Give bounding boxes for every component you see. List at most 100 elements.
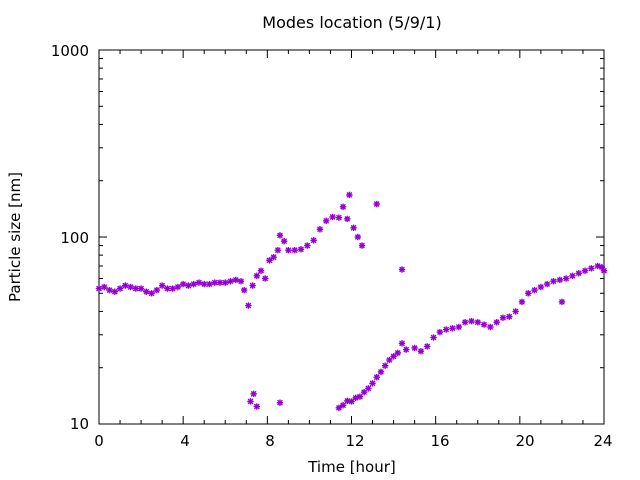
data-point [575,270,582,277]
data-point [335,214,343,221]
data-point [190,280,197,288]
data-point [480,321,488,328]
x-tick-label-4: 4 [180,432,190,450]
data-point [461,319,469,326]
data-point [329,213,336,221]
data-point [506,313,513,320]
data-point [266,257,273,264]
data-point [122,282,129,289]
data-point [430,334,437,341]
y-tick-label-100: 100 [60,229,89,247]
y-axis-label: Particle size [nm] [6,172,24,302]
chart-title: Modes location (5/9/1) [262,13,441,32]
data-point [556,276,564,284]
data-point [468,317,475,325]
data-point [304,242,311,249]
data-point [127,283,134,291]
data-point [373,373,380,381]
data-point [297,246,305,253]
data-point [562,275,570,282]
x-tick-label-12: 12 [345,432,364,450]
data-point [132,285,140,292]
plot-frame [98,49,605,425]
data-point [339,203,347,211]
data-point [211,279,218,286]
data-point [487,323,494,331]
data-point [253,403,261,410]
data-point [398,266,406,273]
data-point [525,290,532,297]
data-point [550,278,557,285]
data-point [339,402,347,409]
data-point [179,280,187,288]
data-point [512,308,519,315]
data-point [358,242,366,249]
data-point [537,283,545,291]
y-tick-label-10: 10 [70,415,89,433]
y-tick-label-1000: 1000 [51,42,89,60]
data-point [291,246,298,254]
data-point [185,282,192,289]
data-point [285,246,292,254]
data-point [310,237,317,244]
data-point [249,282,256,289]
x-tick-label-20: 20 [515,432,534,450]
data-point [143,288,150,295]
data-point [227,278,234,285]
data-point [169,285,176,292]
data-point [148,290,155,297]
data-point [270,253,277,261]
data-point [424,343,431,350]
data-point [543,280,551,288]
data-point [206,280,213,288]
data-point [344,215,351,223]
data-point [247,398,254,405]
data-point [101,283,108,291]
data-point [158,282,166,289]
data-point [377,368,385,376]
axis-ticks [98,49,605,425]
data-point [280,237,288,245]
data-point [398,340,406,347]
data-point [257,267,265,274]
data-point [153,286,161,294]
data-point [195,279,203,286]
data-point [449,325,456,332]
data-point [276,232,284,239]
data-point [106,286,113,294]
data-point [250,390,257,398]
data-point [411,344,418,352]
data-points [95,191,608,412]
data-point [245,302,252,309]
data-point [356,393,364,400]
data-point [323,217,330,225]
data-point [354,233,362,241]
data-point [442,326,450,333]
data-point [116,285,124,292]
data-point [394,349,401,357]
data-point [417,348,425,355]
x-tick-label-24: 24 [593,432,612,450]
data-point [335,404,343,412]
data-point [436,328,444,336]
data-point [600,267,608,274]
data-point [274,246,282,254]
data-point [455,323,463,331]
data-point [262,275,269,282]
data-point [373,200,380,208]
data-point [581,267,589,274]
data-point [240,286,248,294]
data-point [316,226,324,233]
data-point [174,283,182,291]
data-point [360,388,368,396]
data-point [276,399,284,406]
data-point [137,285,145,292]
data-point [369,380,376,387]
data-point [111,288,118,295]
data-point [493,319,500,326]
data-point [232,276,239,284]
data-point [588,265,595,272]
data-point [569,272,576,280]
data-point [558,298,566,306]
